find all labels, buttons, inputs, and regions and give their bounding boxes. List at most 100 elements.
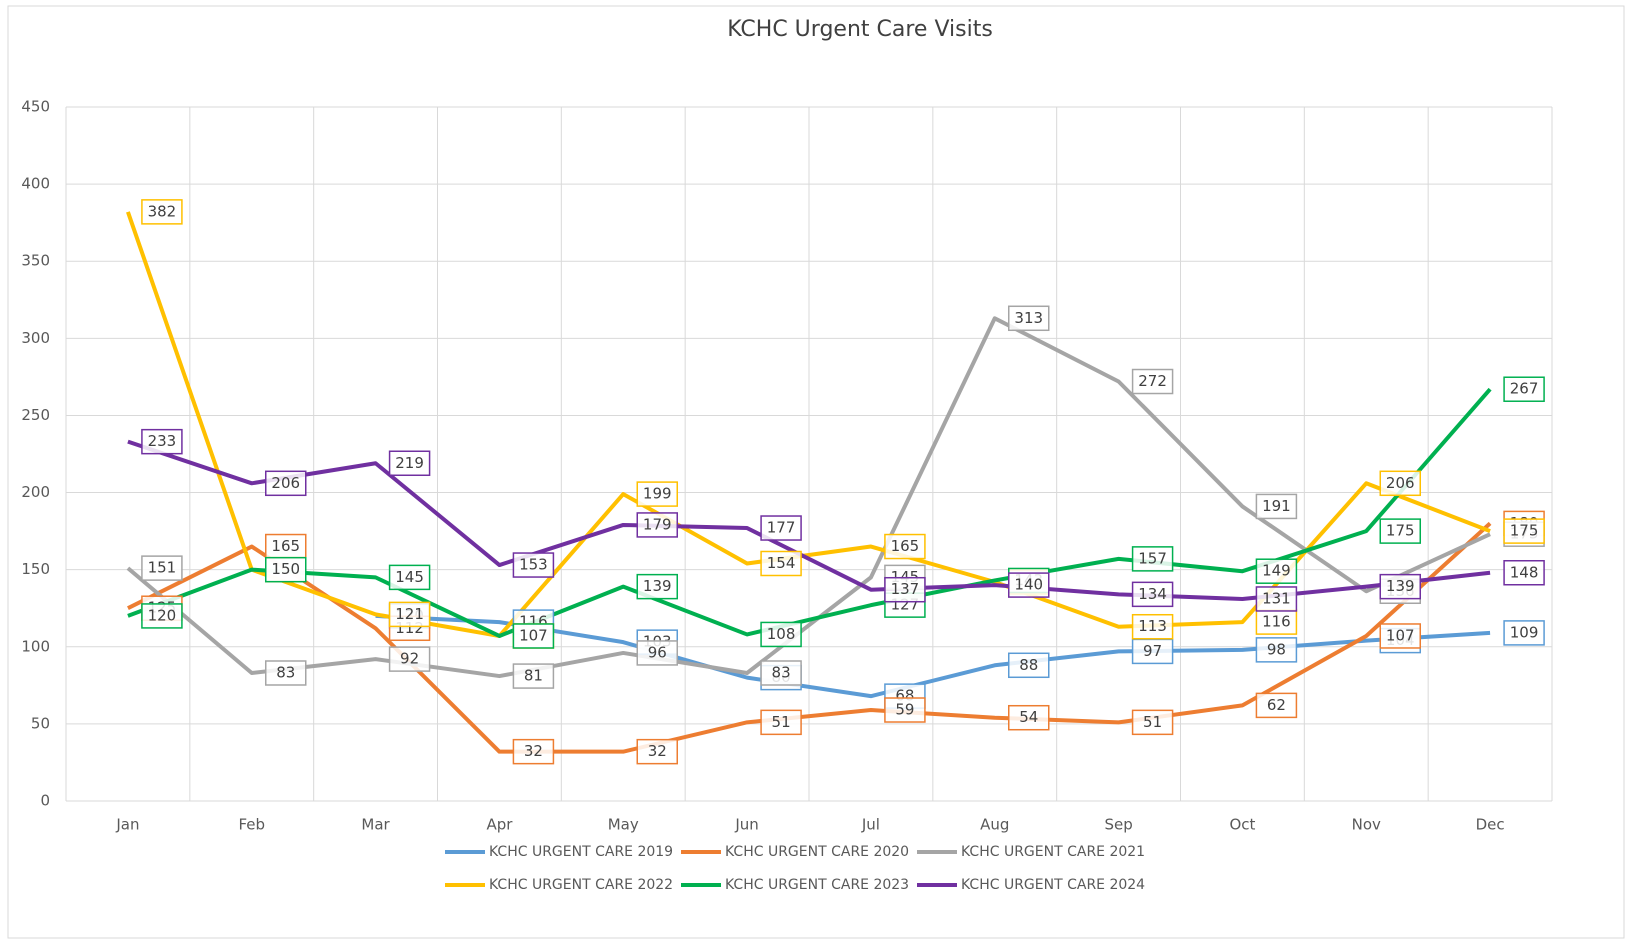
data-label-box — [141, 199, 183, 225]
data-label: 272 — [1138, 372, 1167, 390]
x-tick-label: Jul — [861, 816, 880, 834]
data-label-box — [636, 573, 678, 600]
y-tick-label: 350 — [21, 252, 50, 270]
x-tick-label: Jun — [734, 816, 758, 834]
data-label-box — [1503, 620, 1545, 646]
data-label: 179 — [643, 515, 672, 533]
chart-title: KCHC Urgent Care Visits — [727, 17, 993, 42]
y-tick-label: 300 — [21, 329, 50, 347]
data-label: 32 — [524, 742, 543, 760]
data-label-box — [636, 738, 678, 765]
data-label-box — [265, 533, 307, 560]
data-label-box — [760, 621, 802, 648]
data-label-box — [265, 556, 307, 583]
data-label: 32 — [648, 742, 667, 760]
data-label: 151 — [148, 559, 177, 577]
data-label: 134 — [1138, 585, 1167, 603]
data-label: 149 — [1262, 562, 1291, 580]
data-label-box — [636, 512, 678, 538]
data-label-box — [1503, 560, 1545, 586]
data-label: 107 — [519, 626, 548, 644]
data-label-box — [1131, 581, 1174, 608]
data-label-box — [1379, 470, 1421, 497]
x-tick-label: Dec — [1476, 816, 1505, 834]
data-label-box — [760, 550, 802, 577]
data-label-box — [388, 450, 431, 477]
data-label-box — [1131, 613, 1174, 640]
data-label: 97 — [1143, 642, 1162, 660]
x-tick-label: Feb — [238, 816, 265, 834]
y-tick-label: 150 — [21, 560, 50, 578]
data-label: 165 — [271, 537, 300, 555]
data-label-box — [512, 663, 555, 689]
data-label: 107 — [1386, 626, 1415, 644]
data-label: 81 — [524, 667, 543, 685]
data-label: 131 — [1262, 589, 1291, 607]
data-label-box — [141, 555, 183, 581]
data-label: 98 — [1267, 640, 1286, 658]
data-label: 233 — [148, 432, 177, 450]
x-tick-label: Apr — [486, 816, 513, 834]
x-tick-label: Mar — [361, 816, 390, 834]
data-label-box — [1379, 623, 1421, 649]
data-label: 140 — [1014, 576, 1043, 594]
data-label: 51 — [772, 713, 791, 731]
data-label-box — [1008, 704, 1050, 731]
data-label-box — [1131, 368, 1174, 395]
series-line — [126, 316, 1491, 679]
data-label-box — [636, 640, 678, 666]
legend-label: KCHC URGENT CARE 2022 — [489, 877, 673, 893]
data-label-box — [1255, 637, 1298, 663]
data-label-box — [884, 533, 926, 560]
legend-label: KCHC URGENT CARE 2024 — [961, 877, 1145, 893]
legend-label: KCHC URGENT CARE 2020 — [725, 844, 909, 860]
data-label-box — [1255, 558, 1298, 584]
data-label: 116 — [1262, 613, 1291, 631]
data-label-box — [1131, 546, 1174, 572]
data-label: 96 — [648, 643, 667, 661]
data-label: 109 — [1510, 623, 1539, 641]
x-tick-label: Sep — [1104, 816, 1132, 834]
x-tick-label: Nov — [1352, 816, 1381, 834]
data-label-box — [1131, 709, 1174, 736]
data-label-box — [636, 481, 678, 507]
data-label-box — [1379, 518, 1421, 544]
y-tick-label: 200 — [21, 483, 50, 501]
data-label-box — [265, 470, 307, 497]
data-label-box — [512, 738, 555, 765]
data-label: 148 — [1510, 563, 1539, 581]
data-label-box — [1255, 586, 1298, 612]
data-label: 51 — [1143, 713, 1162, 731]
data-label: 157 — [1138, 549, 1167, 567]
legend-label: KCHC URGENT CARE 2019 — [489, 844, 673, 860]
data-label-box — [760, 709, 802, 736]
data-label-box — [884, 576, 926, 603]
y-tick-label: 0 — [40, 792, 50, 810]
data-label: 137 — [891, 580, 920, 598]
data-label: 145 — [395, 568, 424, 586]
data-label-box — [884, 697, 926, 723]
data-label: 206 — [1386, 474, 1415, 492]
data-label: 206 — [271, 474, 300, 492]
data-label-box — [1503, 518, 1545, 544]
data-label-box — [141, 603, 183, 629]
data-label: 113 — [1138, 617, 1167, 635]
data-label: 108 — [767, 625, 796, 643]
data-label-box — [388, 564, 431, 591]
data-label: 92 — [400, 650, 419, 668]
data-label: 191 — [1262, 497, 1291, 515]
data-label: 62 — [1267, 696, 1286, 714]
x-tick-label: Oct — [1229, 816, 1255, 834]
data-label: 199 — [643, 485, 672, 503]
data-label-box — [512, 552, 555, 578]
x-tick-label: May — [608, 816, 639, 834]
data-label: 150 — [271, 560, 300, 578]
data-label: 120 — [148, 606, 177, 624]
data-label: 154 — [767, 554, 796, 572]
data-label-box — [1503, 376, 1545, 402]
data-label-box — [1255, 609, 1298, 635]
data-label: 139 — [1386, 577, 1415, 595]
data-label-box — [1008, 572, 1050, 598]
data-label-box — [760, 515, 802, 541]
